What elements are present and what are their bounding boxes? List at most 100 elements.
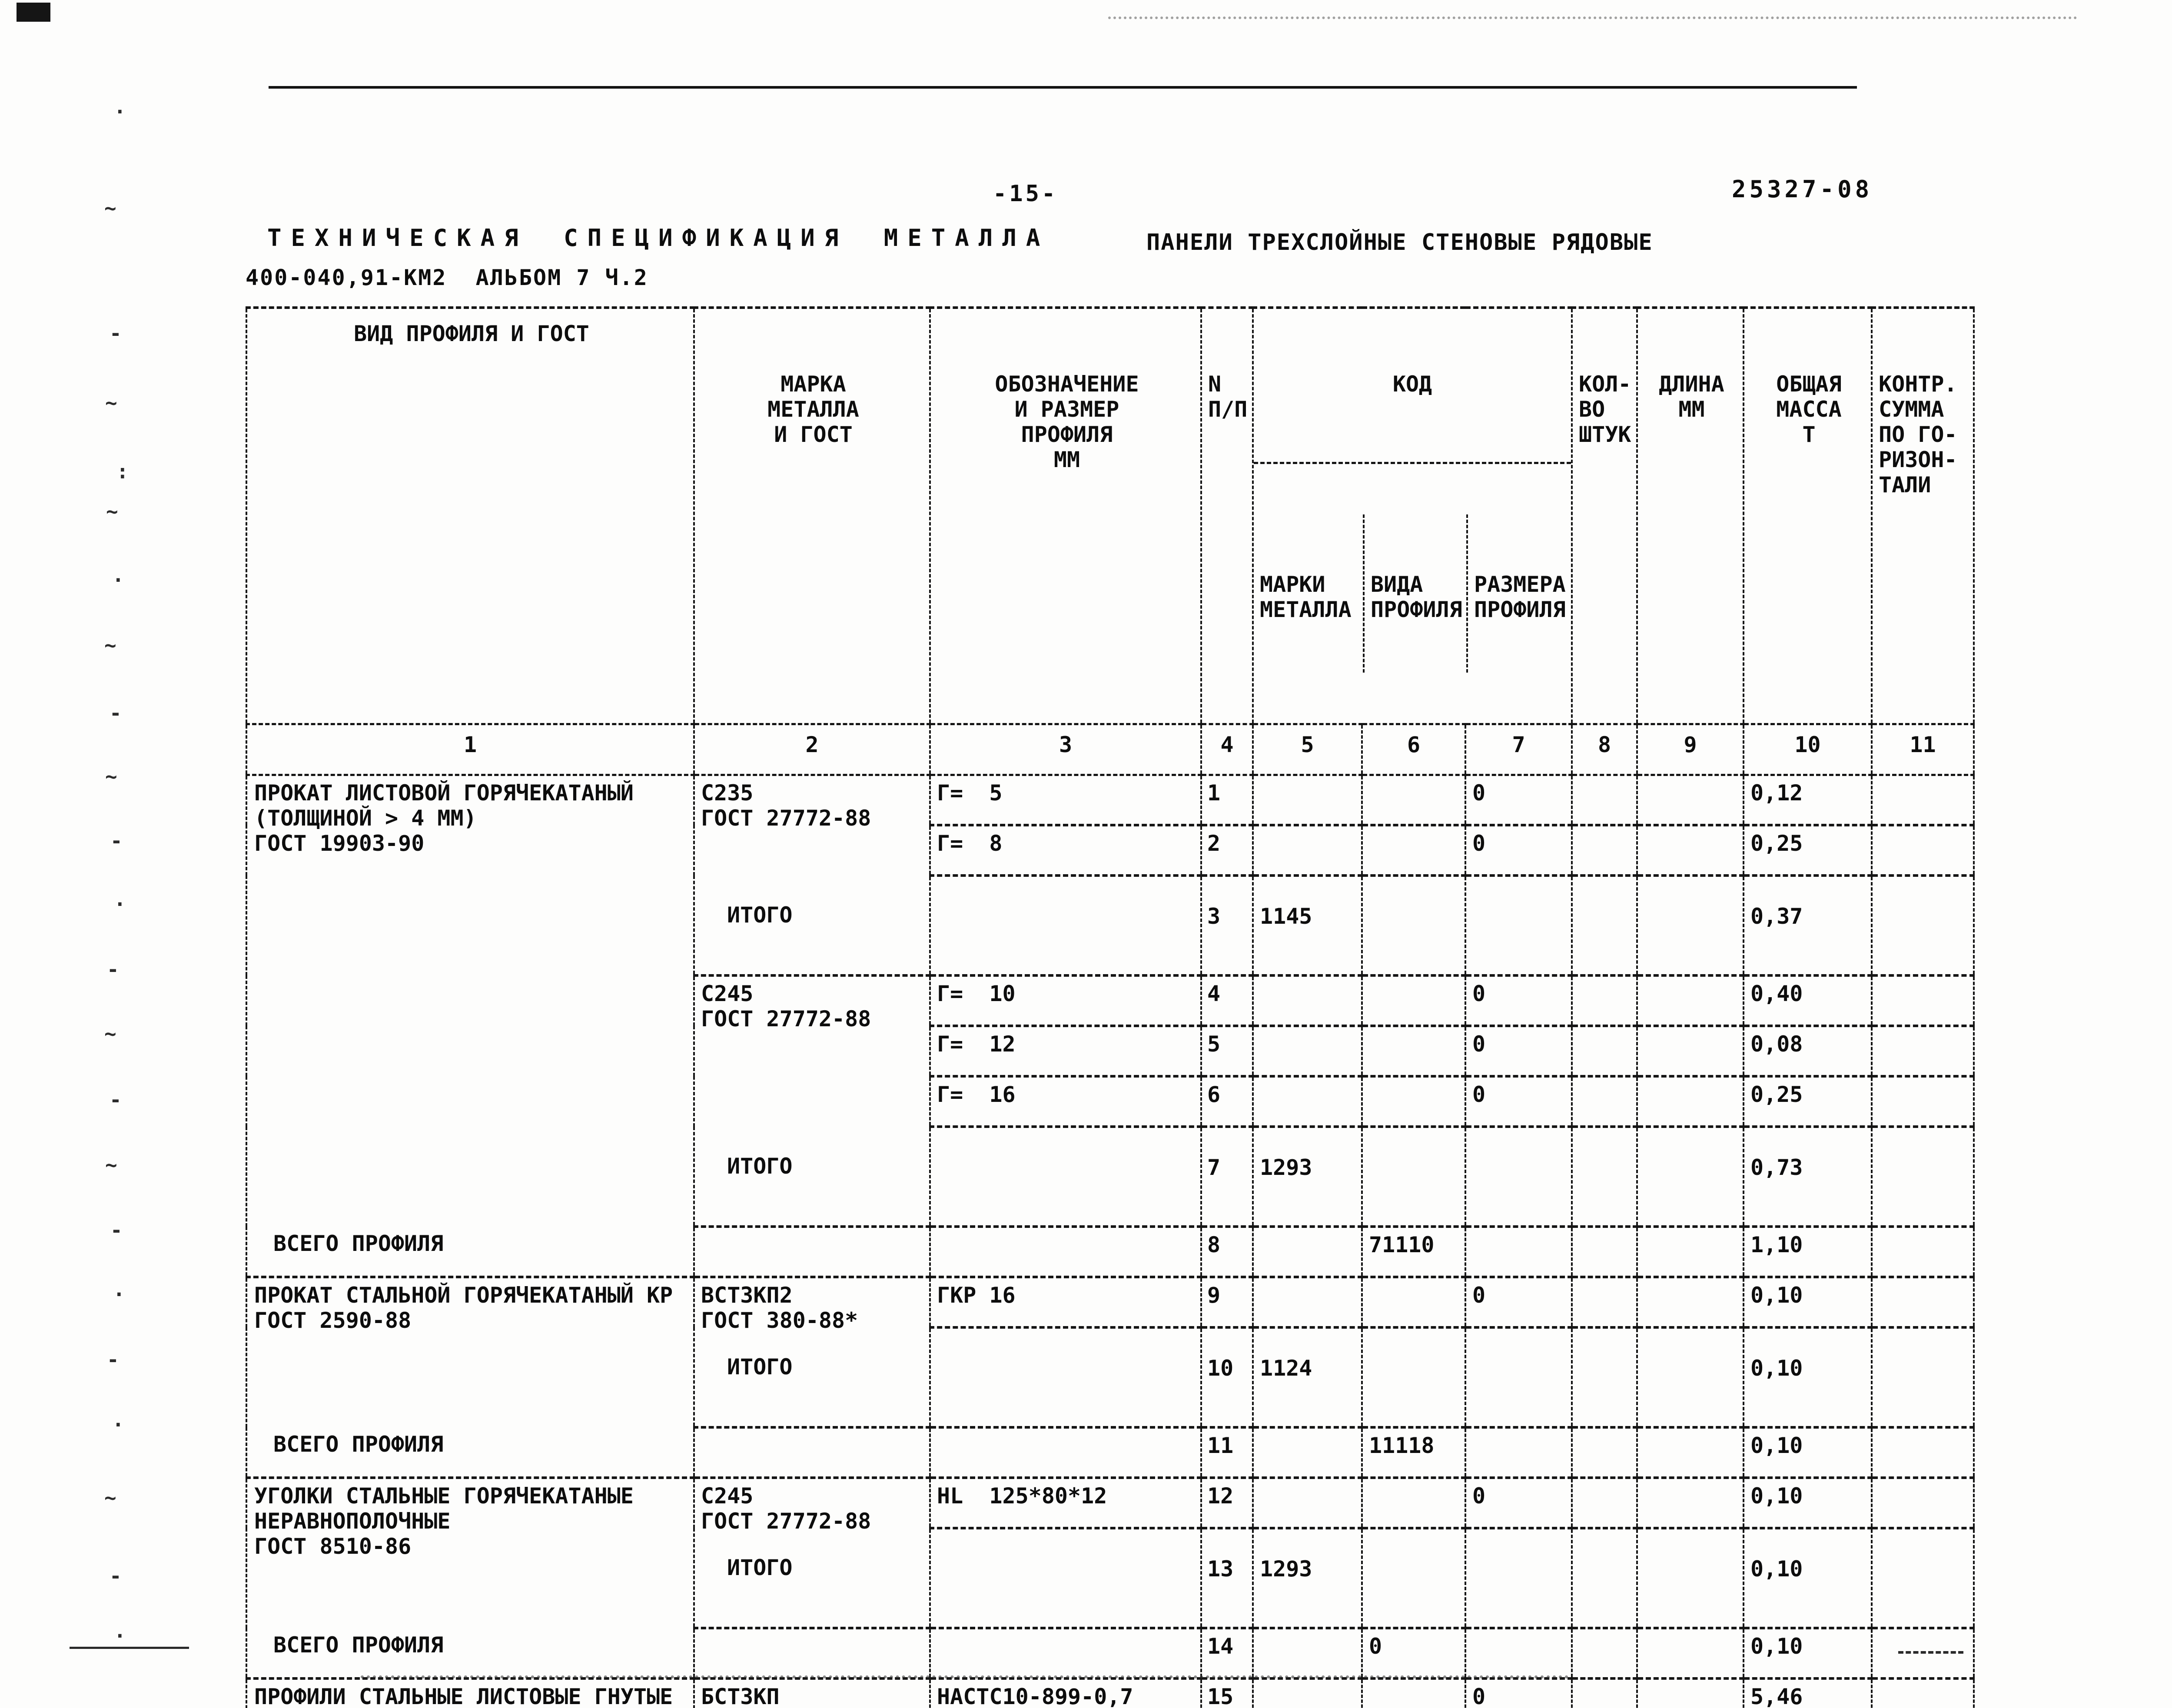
scan-noise-mark: -	[110, 701, 122, 725]
cell-kolvo-shtuk	[1571, 825, 1637, 877]
cell-kod-razmera	[1465, 1127, 1572, 1228]
col-header-obshchaya-massa: ОБЩАЯ МАССА Т	[1743, 308, 1872, 724]
cell-oboznachenie: Г= 5	[929, 775, 1201, 826]
scan-noise-mark: -	[107, 1348, 119, 1371]
section-title-line: УГОЛКИ СТАЛЬНЫЕ ГОРЯЧЕКАТАНЫЕ	[254, 1483, 634, 1509]
cell-kolvo-shtuk	[1571, 1528, 1637, 1629]
column-number: 5	[1252, 723, 1362, 776]
section-title-line: ВСЕГО ПРОФИЛЯ	[273, 1432, 444, 1457]
cell-kod-vida	[1361, 1528, 1465, 1629]
section-title-line: ГОСТ 19903-90	[254, 831, 425, 856]
cell-kontr-summa	[1871, 975, 1974, 1027]
table-row-14: ВСЕГО ПРОФИЛЯ 14 0 0,10	[246, 1628, 1974, 1680]
cell-obshchaya-massa: 0,40	[1743, 975, 1872, 1027]
cell-obshchaya-massa: 0,37	[1743, 876, 1872, 977]
column-number: 2	[693, 723, 930, 776]
table-row-1: ПРОКАТ ЛИСТОВОЙ ГОРЯЧЕКАТАНЫЙ (ТОЛЩИНОЙ >…	[246, 775, 1974, 1227]
col-header-kolvo-shtuk: КОЛ- ВО ШТУК	[1571, 308, 1637, 724]
section-title-line: (ТОЛЩИНОЙ > 4 ММ)	[254, 806, 477, 831]
table-row-12: УГОЛКИ СТАЛЬНЫЕ ГОРЯЧЕКАТАНЫЕ НЕРАВНОПОЛО…	[246, 1478, 1974, 1628]
cell-dlina-mm	[1636, 1678, 1744, 1708]
cell-oboznachenie: Г= 8	[929, 825, 1201, 877]
cell-kod-vida	[1361, 1076, 1465, 1128]
cell-row-number: 7	[1200, 1127, 1253, 1228]
cell-kontr-summa	[1871, 775, 1974, 826]
cell-kod-razmera: 0	[1465, 775, 1572, 826]
cell-kontr-summa	[1871, 1528, 1974, 1629]
table-row-3: ИТОГО 3 1145 0,37	[246, 876, 1974, 977]
cell-marka-metalla: С235 ГОСТ 27772-88	[693, 775, 930, 831]
scan-horizontal-line	[269, 86, 1857, 89]
cell-row-number: 9	[1200, 1277, 1253, 1329]
cell-kod-marki	[1252, 1026, 1362, 1078]
column-number: 9	[1636, 723, 1744, 776]
cell-kod-marki	[1252, 1628, 1362, 1680]
cell-kod-marki: 1293	[1252, 1528, 1362, 1629]
cell-kolvo-shtuk	[1571, 975, 1637, 1027]
column-number: 11	[1871, 723, 1974, 776]
section-title-line: ВСЕГО ПРОФИЛЯ	[273, 1231, 444, 1256]
cell-marka-metalla: БСТ3КПГОСТ 380-88*	[693, 1678, 930, 1708]
cell-kod-razmera: 0	[1465, 825, 1572, 877]
cell-kod-marki: 1293	[1252, 1127, 1362, 1228]
cell-kod-marki	[1252, 1076, 1362, 1128]
table-row-15: ПРОФИЛИ СТАЛЬНЫЕ ЛИСТОВЫЕ ГНУТЫЕС ТРАПЕЦ…	[246, 1678, 1974, 1708]
cell-oboznachenie: ГКР 16	[929, 1277, 1201, 1329]
scan-noise-mark: -	[110, 1564, 122, 1588]
cell-kod-marki	[1252, 1478, 1362, 1529]
scan-noise-mark: -	[110, 829, 123, 852]
cell-marka-metalla: ИТОГО	[693, 1127, 930, 1228]
cell-kolvo-shtuk	[1571, 775, 1637, 826]
section-title-line: ПРОФИЛИ СТАЛЬНЫЕ ЛИСТОВЫЕ ГНУТЫЕ	[254, 1684, 673, 1708]
cell-kod-vida	[1361, 1478, 1465, 1529]
cell-marka-metalla	[693, 1227, 930, 1278]
cell-kod-razmera: 0	[1465, 1478, 1572, 1529]
cell-marka-metalla	[693, 1076, 930, 1127]
cell-kontr-summa	[1871, 1227, 1974, 1278]
cell-kod-vida	[1361, 1678, 1465, 1708]
cell-marka-metalla	[693, 825, 930, 876]
section-title-line: ПРОКАТ СТАЛЬНОЙ ГОРЯЧЕКАТАНЫЙ КР	[254, 1283, 673, 1308]
cell-row-number: 15	[1200, 1678, 1253, 1708]
cell-kod-razmera	[1465, 1628, 1572, 1680]
cell-kod-vida	[1361, 876, 1465, 977]
cell-oboznachenie	[929, 1427, 1201, 1479]
cell-marka-metalla	[693, 1427, 930, 1479]
cell-obshchaya-massa: 0,25	[1743, 1076, 1872, 1128]
column-number: 8	[1571, 723, 1637, 776]
scan-noise-mark: ·	[114, 100, 126, 123]
col-header-oboznachenie: ОБОЗНАЧЕНИЕ И РАЗМЕР ПРОФИЛЯ ММ	[929, 308, 1201, 724]
cell-kontr-summa	[1871, 1628, 1974, 1680]
cell-oboznachenie	[929, 876, 1201, 977]
cell-kolvo-shtuk	[1571, 1277, 1637, 1329]
cell-kod-razmera: 0	[1465, 1678, 1572, 1708]
cell-dlina-mm	[1636, 1076, 1744, 1128]
column-number: 4	[1200, 723, 1253, 776]
cell-row-number: 14	[1200, 1628, 1253, 1680]
section-title-cell: ПРОКАТ ЛИСТОВОЙ ГОРЯЧЕКАТАНЫЙ (ТОЛЩИНОЙ >…	[246, 775, 694, 1227]
cell-row-number: 11	[1200, 1427, 1253, 1479]
cell-dlina-mm	[1636, 1628, 1744, 1680]
scan-noise-mark: -	[110, 1218, 123, 1242]
column-number: 6	[1361, 723, 1465, 776]
cell-dlina-mm	[1636, 1227, 1744, 1278]
col-header-marka-metalla: МАРКА МЕТАЛЛА И ГОСТ	[693, 308, 930, 724]
cell-dlina-mm	[1636, 1427, 1744, 1479]
page-number: -15-	[993, 181, 1058, 207]
scan-noise-mark: ·	[112, 1413, 124, 1436]
cell-kod-marki	[1252, 1678, 1362, 1708]
cell-oboznachenie: Г= 12	[929, 1026, 1201, 1078]
cell-kontr-summa	[1871, 1678, 1974, 1708]
cell-obshchaya-massa: 0,08	[1743, 1026, 1872, 1078]
table-row-10: ИТОГО 10 1124 0,10	[246, 1327, 1974, 1429]
col-header-kod-group: КОД МАРКИ МЕТАЛЛА ВИДА ПРОФИЛЯ РАЗМЕРА ПРОФ…	[1252, 308, 1572, 724]
col-header-vid-profilya: ВИД ПРОФИЛЯ И ГОСТ	[246, 308, 694, 724]
cell-kod-marki: 1145	[1252, 876, 1362, 977]
col-header-n-pp: N П/П	[1200, 308, 1253, 724]
cell-kolvo-shtuk	[1571, 876, 1637, 977]
scan-noise-mark: -	[110, 1088, 122, 1111]
table-row-4: С245 ГОСТ 27772-88 Г= 10 4 0 0,40	[246, 975, 1974, 1031]
document-number: 25327-08	[1732, 176, 1873, 203]
cell-dlina-mm	[1636, 1277, 1744, 1329]
